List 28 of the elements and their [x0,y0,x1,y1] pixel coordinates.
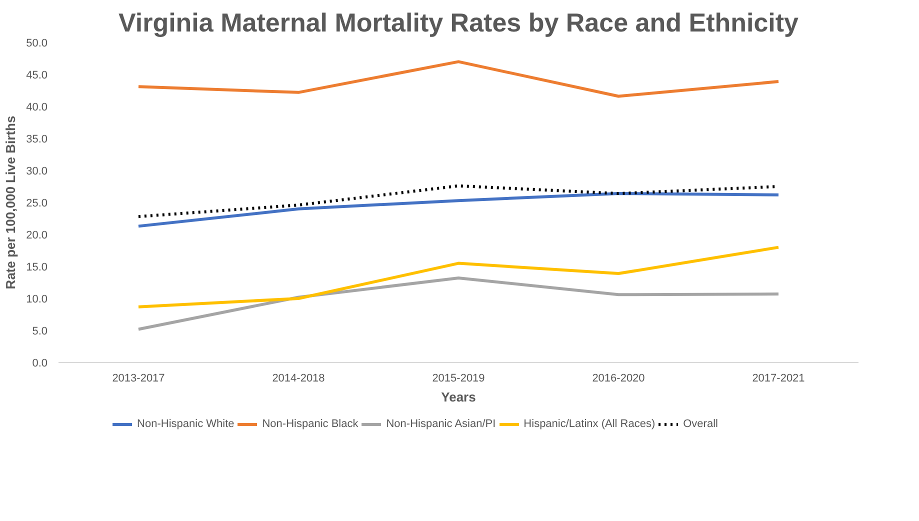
y-tick-label: 0.0 [32,358,48,370]
line-series [137,60,780,98]
x-tick-label: 2017-2021 [752,372,805,384]
y-tick-label: 15.0 [26,262,48,274]
x-tick-label: 2015-2019 [432,372,485,384]
y-tick-label: 5.0 [32,326,48,338]
y-tick-label: 20.0 [26,230,48,242]
legend-label: Non-Hispanic White [137,418,234,430]
y-tick-label: 50.0 [26,38,48,50]
y-tick-label: 40.0 [26,102,48,114]
legend-label: Non-Hispanic Black [262,418,358,430]
y-tick-label: 35.0 [26,134,48,146]
y-tick-label: 25.0 [26,198,48,210]
x-axis-title: Years [441,390,476,404]
x-tick-label: 2014-2018 [272,372,325,384]
x-tick-label: 2013-2017 [112,372,165,384]
legend-label: Non-Hispanic Asian/PI [386,418,496,430]
line-series [137,276,780,331]
y-axis-title: Rate per 100,000 Live Births [3,116,18,290]
legend-label: Overall [683,418,718,430]
y-tick-label: 30.0 [26,166,48,178]
chart-title: Virginia Maternal Mortality Rates by Race and Ethnicity [118,8,800,38]
x-tick-label: 2016-2020 [592,372,645,384]
y-tick-label: 45.0 [26,70,48,82]
line-series [137,246,780,308]
legend-label: Hispanic/Latinx (All Races) [524,418,656,430]
y-tick-label: 10.0 [26,294,48,306]
line-series [137,192,780,228]
